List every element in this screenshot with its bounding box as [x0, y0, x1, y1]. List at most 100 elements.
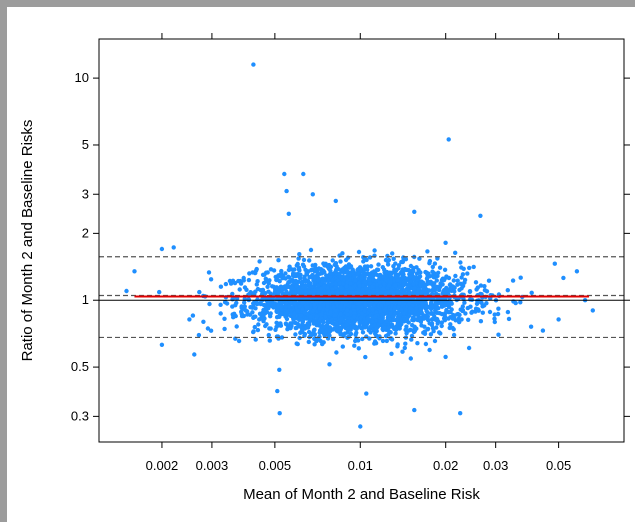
data-point	[290, 278, 295, 284]
data-point	[425, 249, 430, 254]
data-point	[363, 354, 368, 360]
data-point	[392, 305, 397, 311]
data-point	[432, 261, 438, 266]
data-point	[360, 287, 365, 293]
data-point	[251, 301, 256, 306]
data-point	[253, 268, 259, 273]
data-point	[468, 304, 473, 309]
data-point	[392, 325, 397, 331]
data-point	[380, 338, 386, 344]
data-point	[230, 278, 236, 283]
data-point	[458, 281, 463, 286]
scatter-plot: 0.002 0.003 0.005 0.01 0.02 0.03 0.05 0.3 0.5 1 2…	[19, 33, 630, 503]
data-point	[385, 290, 391, 295]
data-point	[353, 297, 358, 302]
data-point	[266, 332, 271, 338]
data-point	[323, 314, 328, 320]
data-point	[359, 311, 365, 316]
data-point	[385, 253, 390, 259]
data-point	[355, 271, 360, 277]
data-point	[408, 279, 413, 284]
data-point	[346, 319, 352, 324]
data-point	[444, 275, 449, 280]
data-point	[208, 328, 214, 333]
data-point	[312, 280, 317, 285]
data-point	[410, 323, 415, 328]
data-point	[257, 311, 263, 316]
data-point	[293, 278, 298, 284]
data-point	[279, 304, 284, 310]
data-point	[301, 257, 307, 263]
data-point	[395, 289, 400, 294]
data-point	[354, 330, 359, 335]
data-point	[330, 320, 335, 325]
data-point	[337, 281, 342, 286]
data-point	[345, 312, 350, 317]
data-point	[412, 286, 417, 291]
data-point	[403, 341, 408, 346]
data-point	[368, 264, 374, 269]
data-point	[439, 323, 444, 329]
data-point	[556, 317, 561, 322]
data-point	[293, 332, 298, 337]
data-point	[308, 268, 314, 273]
data-point	[430, 281, 436, 286]
data-point	[261, 313, 266, 318]
data-point	[460, 304, 465, 309]
data-point	[322, 324, 327, 329]
data-point	[325, 320, 330, 325]
data-point	[406, 267, 411, 273]
x-tick-label: 0.01	[348, 458, 373, 473]
data-point	[434, 278, 439, 283]
data-point	[284, 188, 289, 194]
data-point	[311, 319, 316, 324]
data-point	[324, 274, 329, 279]
data-point	[340, 300, 346, 305]
data-point	[378, 319, 383, 324]
data-point	[385, 300, 391, 306]
data-point	[307, 258, 312, 263]
data-point	[362, 264, 368, 269]
data-point	[474, 301, 480, 306]
data-point	[344, 267, 349, 272]
data-point	[265, 279, 270, 284]
data-point	[306, 339, 311, 345]
data-point	[286, 267, 292, 273]
data-point	[254, 282, 259, 287]
data-point	[337, 271, 342, 276]
data-point	[315, 283, 321, 288]
data-point	[457, 319, 462, 325]
data-point	[364, 391, 369, 396]
data-point	[358, 424, 363, 429]
data-point	[375, 267, 381, 272]
data-point	[277, 411, 282, 416]
data-point	[402, 291, 408, 296]
data-point	[392, 267, 397, 272]
data-point	[362, 267, 367, 273]
data-point	[261, 307, 266, 313]
data-point	[412, 209, 417, 214]
data-point	[442, 314, 448, 319]
data-point	[268, 326, 273, 331]
data-point	[253, 337, 258, 342]
data-point	[487, 309, 493, 315]
data-point	[314, 338, 319, 344]
data-point	[300, 307, 305, 312]
data-point	[264, 322, 269, 327]
data-point	[423, 341, 429, 347]
data-point	[397, 301, 402, 306]
data-point	[442, 318, 448, 323]
data-point	[332, 313, 338, 318]
data-point	[380, 312, 385, 318]
data-point	[346, 262, 352, 267]
y-axis-title: Ratio of Month 2 and Baseline Risks	[19, 120, 36, 362]
data-point	[316, 266, 322, 271]
data-point	[373, 341, 379, 346]
data-point	[373, 323, 378, 328]
data-point	[432, 338, 438, 344]
data-point	[282, 284, 288, 289]
data-point	[370, 284, 375, 290]
data-point	[384, 338, 389, 344]
y-tick-label: 5	[82, 137, 89, 152]
data-point	[458, 260, 463, 265]
